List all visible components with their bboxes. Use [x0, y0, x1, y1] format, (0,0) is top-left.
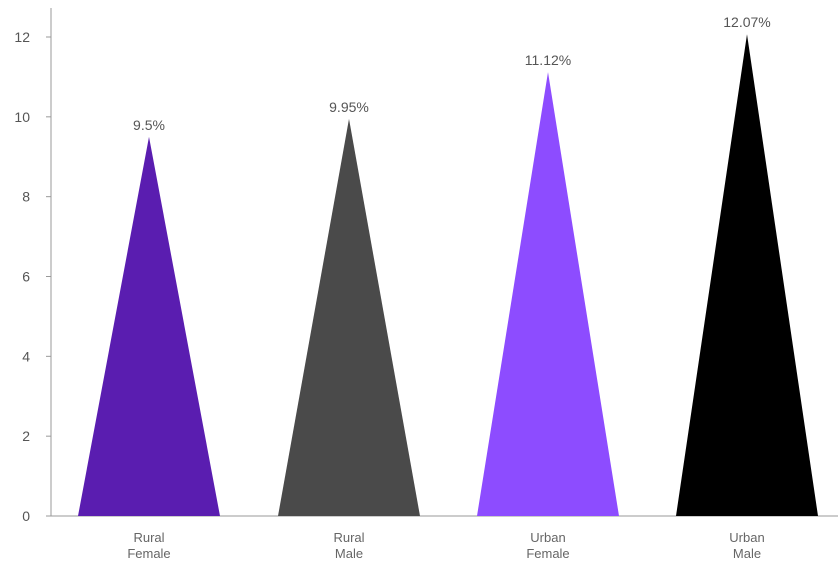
x-tick-label: Male	[335, 546, 363, 561]
y-axis: 0 2 4 6 8 10 12	[14, 8, 52, 524]
x-tick-label: Female	[526, 546, 569, 561]
y-tick-label: 6	[22, 269, 30, 285]
data-label: 9.5%	[133, 117, 165, 133]
y-tick-label: 12	[14, 29, 30, 45]
x-tick-label: Male	[733, 546, 761, 561]
data-label: 12.07%	[723, 14, 770, 30]
y-tick-label: 2	[22, 428, 30, 444]
bar-triangle	[477, 72, 619, 517]
data-label: 11.12%	[525, 52, 571, 68]
y-tick-label: 8	[22, 189, 30, 205]
y-tick-label: 4	[22, 348, 30, 364]
bars	[78, 34, 818, 517]
y-tick-label: 10	[14, 109, 30, 125]
x-tick-label: Urban	[530, 530, 565, 545]
x-tick-label: Urban	[729, 530, 764, 545]
bar-triangle	[676, 34, 818, 516]
x-tick-label: Rural	[333, 530, 364, 545]
bar-triangle	[78, 136, 220, 516]
bar-triangle	[278, 118, 420, 517]
data-label: 9.95%	[329, 99, 369, 115]
data-labels: 9.5% 9.95% 11.12% 12.07%	[133, 14, 771, 133]
x-tick-label: Female	[127, 546, 170, 561]
y-tick-label: 0	[22, 508, 30, 524]
x-tick-label: Rural	[133, 530, 164, 545]
